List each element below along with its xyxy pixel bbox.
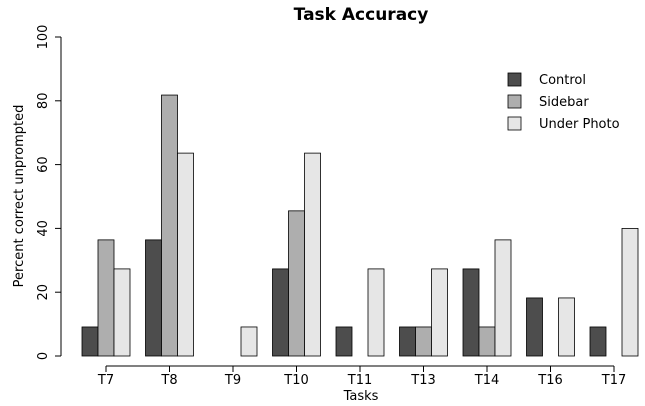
legend-label-sidebar: Sidebar <box>539 95 589 110</box>
chart-title: Task Accuracy <box>294 5 429 25</box>
bar-t13-under-photo <box>431 268 448 357</box>
bar-t11-under-photo <box>367 268 385 357</box>
bar-t10-control <box>272 268 289 357</box>
legend-swatch-under-photo <box>507 116 522 131</box>
y-tick-label: 80 <box>36 93 51 110</box>
y-axis-label: Percent correct unprompted <box>12 105 27 288</box>
bar-t10-under-photo <box>304 152 321 357</box>
y-tick-label: 0 <box>36 352 51 360</box>
x-tick-label-t10: T10 <box>283 373 308 388</box>
x-tick-label-t9: T9 <box>224 373 241 388</box>
y-tick-label: 40 <box>36 220 51 237</box>
bar-t14-under-photo <box>494 239 512 357</box>
x-tick-label-t13: T13 <box>410 373 435 388</box>
bar-t16-under-photo <box>558 297 575 357</box>
x-tick-label-t17: T17 <box>601 373 626 388</box>
legend-label-under-photo: Under Photo <box>539 117 620 132</box>
x-axis-label: Tasks <box>343 389 379 404</box>
x-tick-label-t11: T11 <box>347 373 372 388</box>
bar-t14-control <box>462 268 480 357</box>
bar-t13-sidebar <box>415 326 432 357</box>
bar-t8-sidebar <box>161 94 178 357</box>
legend-swatch-sidebar <box>507 94 522 109</box>
x-axis: T7 T8 T9 T10 T11 T13 T14 T16 T17 <box>97 365 626 388</box>
x-tick-label-t16: T16 <box>537 373 562 388</box>
legend: Control Sidebar Under Photo <box>507 72 620 132</box>
x-tick-label-t7: T7 <box>97 373 114 388</box>
x-tick-label-t14: T14 <box>474 373 499 388</box>
y-axis: 0 20 40 60 80 100 <box>36 25 62 360</box>
bar-t16-control <box>526 297 543 357</box>
bar-t17-control <box>589 326 607 357</box>
bars <box>81 94 639 357</box>
x-tick-label-t8: T8 <box>160 373 177 388</box>
legend-label-control: Control <box>539 73 586 88</box>
bar-t7-sidebar <box>97 239 115 357</box>
bar-t7-control <box>81 326 99 357</box>
bar-t8-under-photo <box>177 152 194 357</box>
bar-t7-under-photo <box>113 268 131 357</box>
bar-t8-control <box>145 239 162 357</box>
bar-t17-under-photo <box>621 227 639 357</box>
bar-t10-sidebar <box>288 210 305 357</box>
y-tick-label: 20 <box>36 284 51 301</box>
y-tick-label: 60 <box>36 156 51 173</box>
bar-t13-control <box>399 326 416 357</box>
legend-swatch-control <box>507 72 522 87</box>
y-tick-label: 100 <box>36 25 51 50</box>
bar-t9-under-photo <box>240 326 258 357</box>
bar-t14-sidebar <box>478 326 496 357</box>
bar-t11-control <box>335 326 353 357</box>
